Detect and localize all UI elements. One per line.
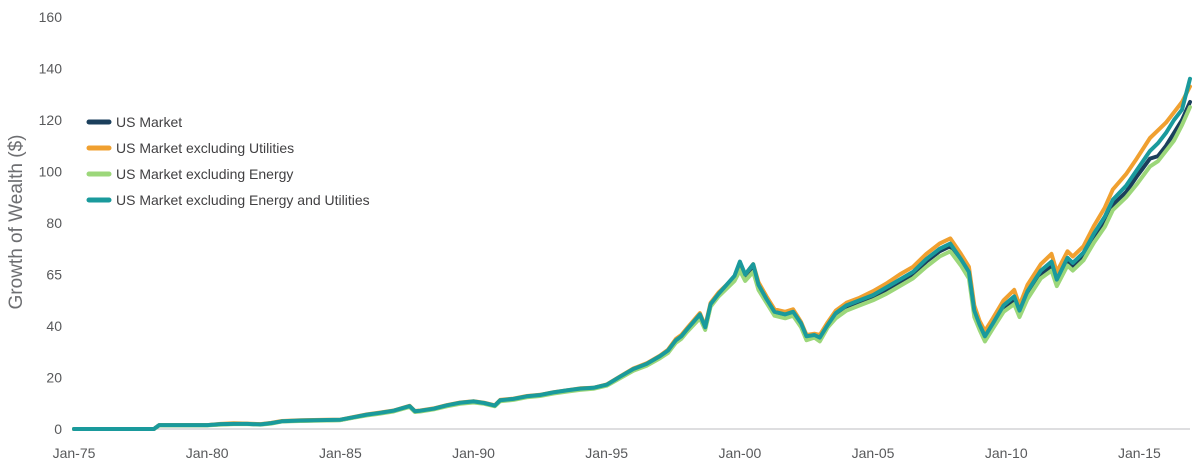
series-line-4 bbox=[72, 76, 1192, 431]
x-tick-label: Jan-90 bbox=[452, 445, 495, 461]
y-tick-label: 65 bbox=[46, 267, 62, 283]
legend-label: US Market excluding Energy bbox=[116, 166, 293, 182]
x-tick-label: Jan-10 bbox=[985, 445, 1028, 461]
y-tick-label: 20 bbox=[46, 370, 62, 386]
y-tick-label: 40 bbox=[46, 318, 62, 334]
y-axis-label: Growth of Wealth ($) bbox=[6, 135, 27, 310]
y-tick-label: 80 bbox=[46, 215, 62, 231]
series-lines bbox=[72, 76, 1192, 431]
x-tick-label: Jan-05 bbox=[852, 445, 895, 461]
x-tick-label: Jan-85 bbox=[319, 445, 362, 461]
y-tick-label: 140 bbox=[39, 61, 63, 77]
y-tick-label: 0 bbox=[54, 421, 62, 437]
y-tick-label: 100 bbox=[39, 164, 63, 180]
x-tick-label: Jan-15 bbox=[1118, 445, 1161, 461]
y-axis-tick-labels: 0 20 40 65 80 100 120 140 160 bbox=[39, 9, 63, 437]
legend-label: US Market excluding Utilities bbox=[116, 140, 294, 156]
x-tick-label: Jan-00 bbox=[718, 445, 761, 461]
legend-label: US Market excluding Energy and Utilities bbox=[116, 192, 370, 208]
legend: US Market US Market excluding Utilities US… bbox=[86, 114, 370, 208]
x-axis-tick-labels: Jan-75 Jan-80 Jan-85 Jan-90 Jan-95 Jan-00 Jan-… bbox=[53, 445, 1161, 461]
legend-label: US Market bbox=[116, 114, 182, 130]
x-tick-label: Jan-95 bbox=[585, 445, 628, 461]
x-tick-label: Jan-80 bbox=[186, 445, 229, 461]
x-tick-label: Jan-75 bbox=[53, 445, 96, 461]
y-tick-label: 120 bbox=[39, 112, 63, 128]
y-tick-label: 160 bbox=[39, 9, 63, 25]
series-line-2 bbox=[72, 84, 1192, 431]
